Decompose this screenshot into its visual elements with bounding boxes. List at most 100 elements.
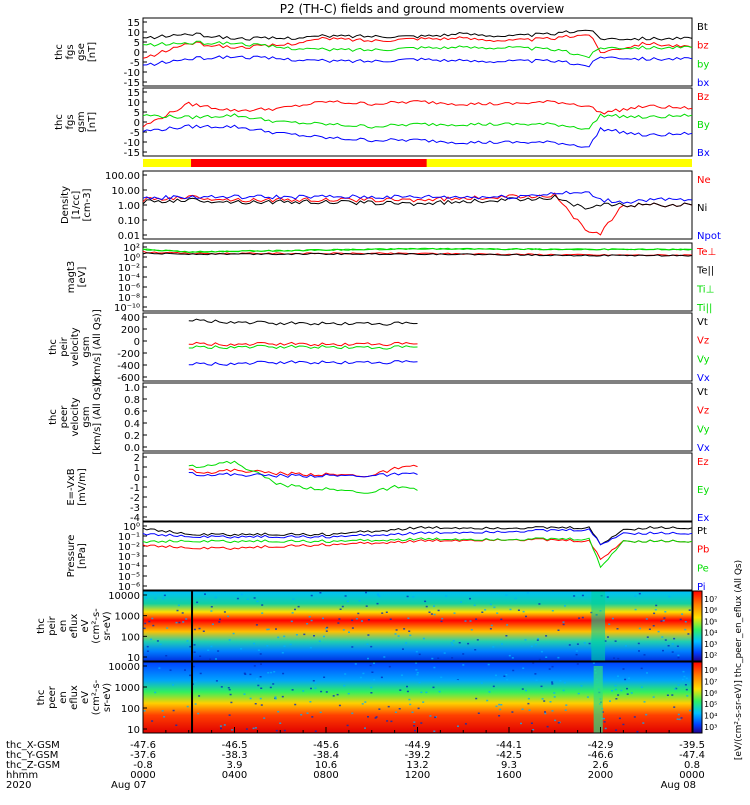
speckle: [662, 649, 664, 652]
ytick-label: 1: [134, 463, 140, 474]
speckle: [387, 705, 390, 708]
speckle: [469, 597, 471, 600]
speckle: [522, 610, 525, 613]
speckle: [521, 708, 524, 710]
speckle: [565, 704, 568, 706]
speckle: [370, 645, 373, 648]
xaxis-row-label: hhmm: [6, 770, 38, 781]
speckle: [227, 687, 230, 689]
speckle: [559, 680, 562, 682]
ytick-label: 10⁻²: [118, 263, 140, 274]
speckle: [230, 701, 233, 704]
xaxis-row-label: 2020: [6, 780, 31, 791]
speckle: [344, 595, 347, 597]
speckle: [310, 594, 313, 597]
speckle: [422, 637, 425, 640]
speckle: [253, 665, 256, 667]
speckle: [406, 685, 408, 688]
xaxis-value: -46.5: [222, 740, 248, 751]
legend-label: Te||: [696, 266, 714, 277]
colorbar-tick: 10⁸: [704, 666, 717, 675]
speckle: [655, 604, 658, 607]
speckle: [603, 717, 605, 720]
speckle: [388, 665, 391, 668]
speckle: [588, 642, 591, 645]
speckle: [210, 606, 213, 608]
speckle: [367, 634, 370, 636]
xaxis-value: 13.2: [406, 760, 428, 771]
speckle: [394, 711, 397, 713]
speckle: [310, 687, 312, 690]
speckle: [175, 621, 178, 624]
speckle: [511, 711, 514, 713]
spectrogram-dropout: [591, 591, 606, 661]
ylabel-line: thc: [36, 618, 47, 634]
speckle: [551, 683, 554, 685]
ytick-label: 1000: [115, 683, 140, 694]
speckle: [575, 650, 578, 652]
speckle: [499, 708, 502, 711]
speckle: [374, 717, 377, 719]
speckle: [369, 664, 372, 667]
legend-label: Vx: [697, 373, 710, 384]
speckle: [486, 699, 489, 702]
speckle: [274, 697, 277, 700]
speckle: [319, 711, 322, 714]
ytick-label: 100: [121, 704, 140, 715]
xaxis-value: -39.5: [679, 740, 705, 751]
speckle: [365, 591, 367, 594]
ytick-label: 10⁻⁴: [118, 273, 140, 284]
ytick-label: 2: [134, 453, 140, 464]
panel-frame: [142, 382, 693, 452]
series-Ti||: [142, 247, 693, 254]
speckle: [297, 605, 300, 608]
speckle: [275, 729, 278, 732]
speckle: [490, 624, 493, 627]
colorbar-label: [eV/(cm²-s-sr-eV)] thc_peer_en_eflux (Al…: [734, 560, 744, 760]
speckle: [622, 723, 625, 726]
spectrogram-dropout: [593, 666, 603, 733]
ytick-label: -200: [117, 349, 140, 360]
ytick-label: -3: [130, 503, 140, 514]
xaxis-value: -39.2: [405, 750, 431, 761]
speckle: [219, 618, 221, 621]
speckle: [351, 646, 354, 648]
speckle: [620, 689, 623, 692]
speckle: [346, 600, 349, 603]
xaxis-value: 3.9: [227, 760, 243, 771]
xaxis-value: -42.9: [588, 740, 614, 751]
speckle: [424, 600, 427, 603]
speckle: [505, 594, 508, 596]
speckle: [199, 655, 202, 657]
speckle: [475, 618, 478, 620]
speckle: [662, 619, 665, 622]
speckle: [256, 678, 259, 680]
speckle: [412, 596, 415, 598]
speckle: [395, 629, 398, 631]
speckle: [406, 595, 409, 598]
xaxis-value: 0800: [313, 770, 338, 781]
legend-label: Vx: [697, 443, 710, 454]
xaxis-value: -46.6: [588, 750, 614, 761]
speckle: [608, 623, 611, 625]
speckle: [228, 688, 231, 691]
speckle: [613, 657, 615, 659]
speckle: [678, 718, 681, 721]
speckle: [243, 672, 246, 675]
speckle: [338, 704, 341, 707]
speckle: [481, 611, 484, 613]
ylabel-line: [nPa]: [77, 543, 88, 569]
legend-label: Pt: [697, 526, 707, 537]
speckle: [450, 642, 453, 644]
ytick-label: 10⁻³: [118, 552, 140, 563]
speckle: [431, 657, 434, 660]
xaxis-value: -42.5: [496, 750, 522, 761]
speckle: [146, 645, 149, 648]
speckle: [240, 593, 243, 596]
speckle: [259, 676, 262, 678]
series-bx: [142, 55, 693, 68]
speckle: [418, 681, 421, 684]
speckle: [430, 613, 433, 615]
speckle: [684, 684, 687, 686]
